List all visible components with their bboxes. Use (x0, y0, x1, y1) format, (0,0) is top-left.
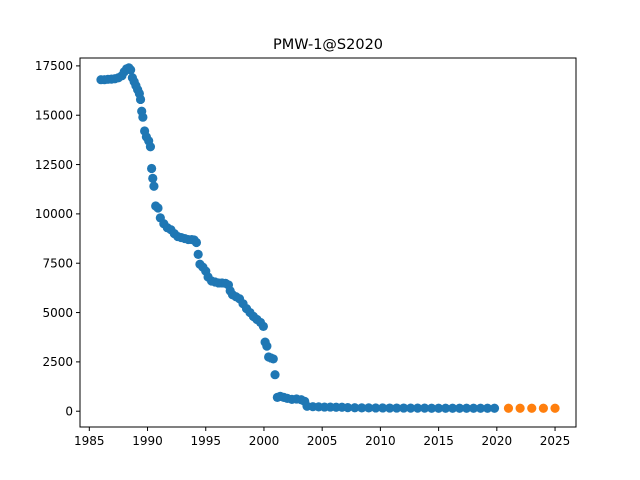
axes: 1985 1990 1995 2000 2005 2010 2015 2020 2025 0 250… (35, 57, 577, 448)
y-tick-label-0: 0 (65, 405, 73, 419)
x-tick-label-2010: 2010 (365, 434, 396, 448)
data-point-s0-103 (482, 403, 493, 413)
y-tick-label-12500: 12500 (35, 158, 73, 172)
data-point-s0-16 (135, 94, 146, 105)
data-point-s0-95 (427, 403, 437, 413)
y-tick-label-5000: 5000 (42, 306, 73, 320)
data-point-s0-85 (357, 403, 367, 413)
data-point-s0-104 (489, 403, 500, 413)
data-point-s1-4 (550, 403, 560, 413)
data-point-s0-10 (126, 65, 136, 75)
data-point-s0-87 (371, 403, 381, 413)
x-tick-label-1990: 1990 (132, 434, 163, 448)
y-tick-label-2500: 2500 (42, 355, 73, 369)
data-point-s0-91 (399, 403, 409, 413)
x-tick-label-1995: 1995 (190, 434, 221, 448)
data-point-s0-18 (138, 112, 148, 122)
data-point-s0-102 (475, 403, 486, 413)
data-point-s0-89 (385, 403, 395, 413)
data-point-s1-2 (527, 403, 537, 413)
data-point-s0-63 (262, 341, 272, 351)
y-tick-label-15000: 15000 (35, 109, 73, 123)
plot-frame (79, 57, 577, 428)
data-point-s0-101 (468, 403, 479, 413)
data-point-s1-1 (515, 403, 525, 413)
data-point-s0-40 (193, 249, 203, 259)
y-tick-label-10000: 10000 (35, 207, 73, 221)
data-point-s0-22 (145, 142, 156, 152)
data-point-s0-98 (447, 403, 458, 413)
data-point-s0-83 (343, 403, 353, 413)
data-point-s0-84 (350, 403, 360, 413)
data-point-s0-24 (148, 173, 158, 183)
data-point-s0-61 (258, 321, 268, 331)
data-point-s0-25 (149, 181, 159, 191)
data-point-s0-88 (378, 403, 388, 413)
x-tick-label-2015: 2015 (423, 434, 454, 448)
data-point-s1-0 (503, 403, 514, 413)
data-point-s0-93 (413, 403, 423, 413)
data-point-s0-97 (441, 403, 451, 413)
data-point-s0-96 (434, 403, 444, 413)
data-point-s0-67 (270, 370, 280, 380)
x-tick-label-2005: 2005 (307, 434, 338, 448)
data-point-s0-39 (191, 237, 202, 248)
data-point-s0-23 (147, 163, 157, 174)
data-point-s0-100 (461, 403, 472, 413)
x-tick-label-2025: 2025 (540, 434, 571, 448)
data-point-s0-94 (420, 403, 430, 413)
data-point-s1-3 (538, 403, 549, 413)
chart-title: PMW-1@S2020 (273, 37, 383, 53)
data-point-s0-90 (392, 403, 402, 413)
data-point-s0-27 (153, 203, 163, 213)
data-point-s0-66 (268, 354, 278, 364)
y-tick-label-7500: 7500 (42, 257, 73, 271)
x-tick-label-2000: 2000 (249, 434, 280, 448)
data-points (96, 63, 560, 413)
x-tick-label-1985: 1985 (74, 434, 105, 448)
data-point-s0-99 (454, 403, 465, 413)
data-point-s0-92 (406, 403, 416, 413)
data-point-s0-86 (364, 403, 374, 413)
x-tick-label-2020: 2020 (482, 434, 513, 448)
y-tick-label-17500: 17500 (35, 59, 73, 73)
